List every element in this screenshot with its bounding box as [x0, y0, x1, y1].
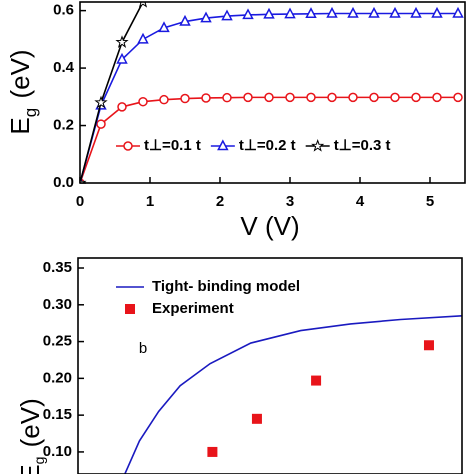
legend-label: Experiment: [152, 300, 234, 317]
marker: [115, 35, 129, 48]
annotation: b: [139, 340, 147, 357]
x-tick-label: 2: [216, 193, 224, 210]
marker: [284, 7, 296, 19]
marker: [137, 32, 149, 44]
marker: [389, 6, 401, 18]
marker: [242, 8, 254, 20]
marker: [410, 6, 422, 18]
marker: [453, 92, 463, 103]
y-tick-label: 0.0: [53, 174, 74, 191]
marker: [411, 92, 421, 103]
marker: [251, 413, 262, 424]
y-tick-label: 0.25: [43, 333, 72, 350]
x-tick-label: 5: [426, 193, 434, 210]
y-tick-label: 0.6: [53, 2, 74, 19]
legend-label: t⊥=0.3 t: [334, 137, 391, 154]
marker: [243, 92, 253, 103]
marker: [138, 2, 148, 8]
series-line: [124, 315, 462, 474]
y-axis-label-part: g: [31, 457, 47, 465]
plot-frame: [79, 1, 466, 184]
legend-label: t⊥=0.2 t: [239, 137, 296, 154]
marker: [348, 92, 358, 103]
marker: [431, 6, 443, 18]
marker: [263, 7, 275, 19]
y-tick-label: 0.10: [43, 443, 72, 460]
marker: [452, 6, 464, 18]
marker: [94, 95, 108, 109]
y-axis-label-part: (eV): [15, 398, 45, 454]
plot-area: [124, 315, 462, 474]
marker: [285, 92, 295, 103]
marker: [264, 92, 274, 103]
y-axis-label-part: E: [15, 464, 45, 474]
marker: [138, 96, 148, 107]
x-axis-label: V (V): [240, 211, 299, 241]
marker: [368, 6, 380, 18]
plot-area: [80, 2, 464, 183]
marker: [179, 14, 191, 26]
marker: [117, 102, 127, 112]
marker: [423, 340, 434, 351]
y-tick-label: 0.35: [43, 259, 72, 276]
x-tick-label: 3: [286, 193, 294, 210]
marker: [390, 92, 400, 103]
y-axis-label-part: E: [5, 117, 35, 134]
y-axis-label-part: (eV): [5, 49, 35, 105]
y-tick-label: 0.4: [53, 59, 75, 76]
marker: [369, 92, 379, 103]
marker: [217, 139, 229, 151]
marker: [200, 11, 212, 23]
marker: [159, 94, 169, 105]
legend-label: t⊥=0.1 t: [144, 137, 201, 154]
marker: [432, 92, 442, 103]
marker: [96, 119, 106, 129]
y-tick-label: 0.2: [53, 117, 74, 134]
y-axis-label-part: g: [21, 108, 40, 117]
marker: [221, 9, 233, 21]
marker: [326, 6, 338, 18]
marker: [158, 21, 170, 33]
y-tick-label: 0.30: [43, 296, 72, 313]
legend-label: Tight- binding model: [152, 278, 300, 295]
marker: [347, 6, 359, 18]
y-tick-label: 0.15: [43, 406, 72, 423]
y-axis-label: Eg (eV): [5, 49, 40, 134]
marker: [116, 52, 128, 64]
marker: [80, 175, 87, 183]
plot-frame: [77, 257, 463, 474]
marker: [311, 138, 325, 152]
y-tick-label: 0.20: [43, 369, 72, 386]
marker: [311, 375, 322, 386]
y-axis-label: Eg (eV): [15, 398, 47, 474]
marker: [123, 141, 133, 151]
marker: [222, 92, 232, 103]
marker: [207, 446, 218, 457]
x-tick-label: 1: [146, 193, 154, 210]
marker: [201, 93, 211, 103]
marker: [327, 92, 337, 103]
series-line: [80, 2, 144, 183]
marker: [180, 93, 190, 104]
x-tick-label: 0: [76, 193, 84, 210]
marker: [306, 92, 316, 103]
x-tick-label: 4: [356, 193, 365, 210]
marker: [125, 304, 135, 314]
marker: [305, 7, 317, 19]
